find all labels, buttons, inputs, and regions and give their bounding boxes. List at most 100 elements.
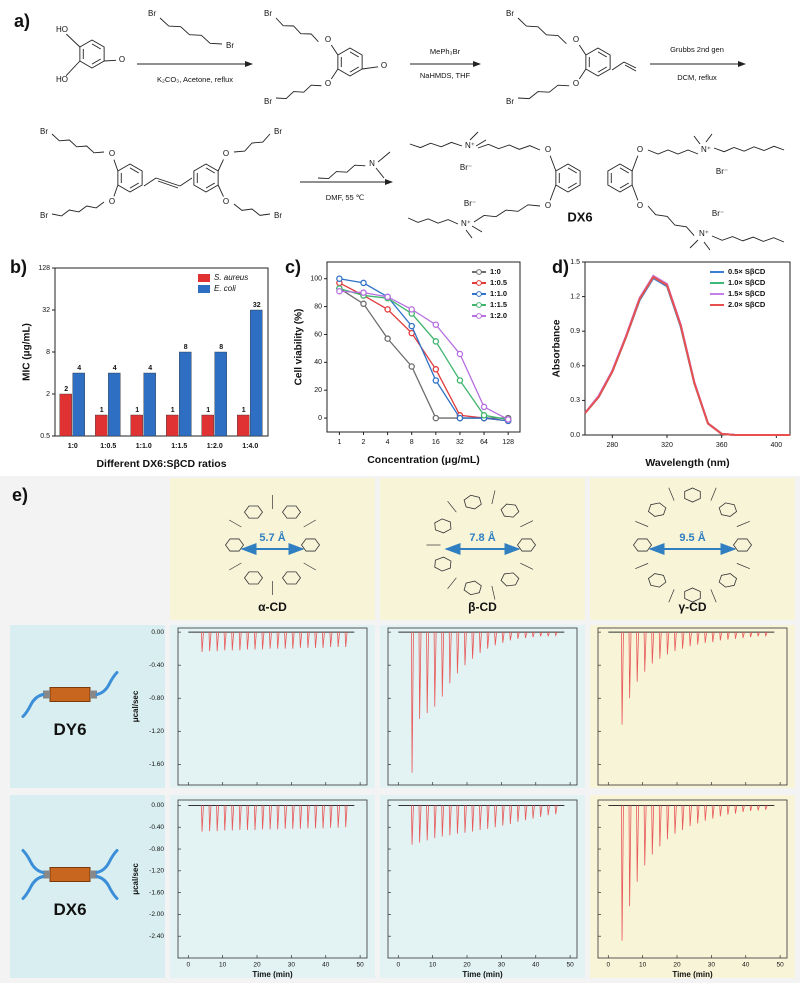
plot-frame: [54, 267, 269, 437]
guest-cap: [90, 870, 97, 879]
double-bond: [597, 66, 607, 73]
alkyl-chain: [51, 133, 105, 154]
data-point: [408, 306, 415, 313]
injection-peak: [757, 632, 760, 637]
bond: [578, 68, 587, 80]
injection-peak: [201, 632, 204, 652]
x-tick-label: 50: [567, 962, 575, 969]
injection-peak: [433, 632, 437, 707]
injection-peak: [696, 632, 700, 645]
bond: [377, 151, 391, 163]
glucose-unit: [282, 505, 301, 519]
bond: [689, 239, 699, 249]
bar: [108, 372, 121, 437]
data-point: [480, 412, 488, 419]
y-tick-label: 60: [314, 331, 322, 338]
double-bond: [205, 182, 215, 189]
glucose-unit: [463, 494, 482, 510]
alkyl-chain: [647, 205, 695, 236]
bond: [703, 241, 711, 251]
bar: [237, 414, 250, 437]
injection-peak: [532, 805, 535, 819]
data-point: [408, 322, 415, 330]
injection-peak: [463, 632, 467, 666]
injection-peak: [231, 805, 235, 831]
x-tick-label: 400: [770, 442, 782, 449]
y-tick-label: -1.20: [149, 868, 164, 875]
glycosidic-bond: [710, 589, 717, 603]
bar-value-label: 4: [77, 365, 81, 372]
injection-peak: [524, 805, 528, 821]
injection-peak: [681, 632, 685, 649]
bar: [59, 393, 72, 437]
series-line: [339, 278, 509, 422]
bond: [113, 184, 119, 197]
y-tick-label: 0.9: [570, 328, 580, 335]
glucose-unit: [282, 571, 301, 585]
data-point: [336, 275, 343, 282]
panel-a: a) HO HO O Br Br Br O O O Br Br O O Br Br O O Br O O Br Br N N⁺ B…: [14, 9, 785, 251]
injection-peak: [524, 632, 528, 639]
data-point: [360, 289, 367, 296]
injection-peak: [344, 632, 348, 648]
injection-peak: [628, 805, 632, 907]
injection-peak: [719, 632, 723, 641]
atom-label: N⁺: [461, 219, 471, 228]
atom-label: N⁺: [465, 141, 475, 150]
injection-peak: [643, 632, 647, 672]
guest-core: [49, 687, 91, 702]
injection-peak: [719, 805, 723, 817]
y-tick-label: 0.5: [40, 433, 50, 440]
y-tick-label: -0.40: [149, 824, 164, 831]
y-tick-label: 32: [42, 307, 50, 314]
x-axis-label: Concentration (μg/mL): [367, 454, 480, 466]
x-tick-label: 1:4.0: [242, 443, 258, 450]
guest-tail: [21, 875, 45, 900]
injection-peak: [658, 632, 662, 659]
glycosidic-bond: [447, 500, 457, 513]
reagent-label: K₂CO₃, Acetone, reflux: [157, 75, 233, 84]
data-point: [360, 300, 367, 308]
alkyl-chain: [233, 133, 271, 153]
glucose-unit: [500, 572, 520, 587]
guest-tail: [21, 849, 45, 874]
y-tick-label: 1.5: [570, 259, 580, 266]
bar: [250, 309, 263, 437]
data-point: [504, 416, 512, 423]
x-tick-label: 320: [661, 442, 673, 449]
injection-peak: [246, 805, 250, 830]
legend-label: 1:1.5: [490, 300, 507, 309]
bond: [155, 177, 181, 187]
injection-peak: [711, 805, 715, 819]
double-bond: [349, 51, 359, 58]
injection-peak: [448, 632, 452, 684]
data-point: [456, 377, 464, 384]
x-tick-label: 4: [386, 439, 390, 446]
panel-e: e) 5.7 Å α-CD 7.8 Å β-CD 9.5 Å γ-CD DY6 μcal/sec…: [10, 478, 795, 979]
bond: [375, 167, 385, 179]
itc-cell: [590, 625, 795, 788]
glycosidic-bond: [635, 520, 649, 527]
injection-peak: [433, 805, 437, 839]
plot-frame: [387, 799, 578, 959]
injection-peak: [749, 805, 753, 811]
glycosidic-bond: [520, 562, 534, 570]
injection-peak: [238, 632, 242, 651]
injection-peak: [314, 805, 318, 829]
injection-peak: [471, 805, 475, 832]
bar-value-label: 4: [113, 365, 117, 372]
compound-label: DX6: [567, 209, 592, 224]
injection-peak: [253, 632, 257, 650]
x-tick-label: 40: [322, 962, 330, 969]
atom-label: N⁺: [701, 145, 711, 154]
atom-label: Br: [226, 41, 234, 50]
bar: [179, 351, 192, 437]
data-point: [384, 293, 391, 301]
guest-cap: [43, 870, 50, 879]
double-bond: [597, 51, 607, 58]
injection-peak: [666, 805, 670, 840]
glycosidic-bond: [710, 487, 717, 501]
alkyl-chain: [317, 164, 366, 180]
injection-peak: [554, 631, 558, 637]
alkyl-chain: [233, 203, 271, 216]
